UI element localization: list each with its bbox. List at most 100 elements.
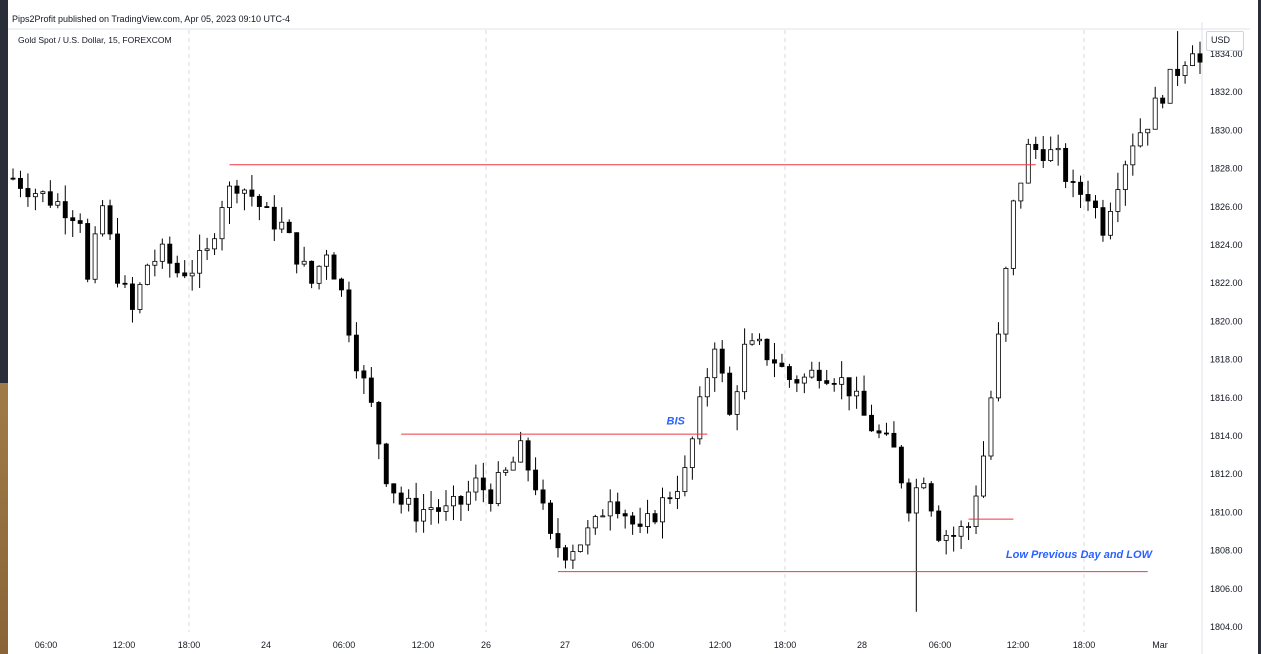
y-tick-label: 1828.00: [1210, 164, 1243, 174]
candle-body: [869, 414, 874, 432]
candle-body: [309, 260, 315, 284]
candle-body: [607, 501, 613, 517]
candle-body: [182, 272, 188, 277]
candle-body: [749, 340, 755, 345]
candle-body: [876, 430, 882, 434]
candle-body: [891, 432, 897, 448]
candle-body: [757, 338, 762, 342]
y-tick-label: 1818.00: [1210, 355, 1243, 365]
candle-body: [115, 233, 120, 284]
candle-body: [645, 513, 651, 527]
candle-body: [854, 390, 860, 397]
level-lines[interactable]: [229, 164, 1148, 573]
candle-body: [518, 440, 524, 463]
x-tick-label: 06:00: [632, 640, 655, 650]
candle-body: [1115, 189, 1121, 212]
candle-body: [159, 243, 165, 262]
candle-body: [1137, 132, 1143, 147]
candle-body: [413, 497, 419, 522]
candle-body: [592, 516, 598, 529]
candle-body: [55, 201, 61, 206]
y-tick-label: 1830.00: [1210, 125, 1243, 135]
candle-body: [764, 338, 770, 361]
candle-body: [62, 201, 68, 219]
candle-body: [660, 497, 665, 523]
candle-body: [824, 380, 830, 384]
candle-body: [1093, 200, 1098, 208]
candle-body: [40, 191, 46, 194]
candle-body: [719, 348, 725, 374]
candle-body: [1048, 149, 1054, 161]
candle-body: [1010, 200, 1016, 269]
candle-body: [1070, 181, 1076, 183]
candle-body: [1055, 147, 1061, 151]
currency-label[interactable]: USD: [1206, 31, 1244, 51]
candle-body: [1078, 181, 1084, 195]
x-tick-label: 06:00: [929, 640, 952, 650]
candle-body: [174, 262, 180, 274]
y-tick-label: 1814.00: [1210, 431, 1243, 441]
candle-body: [533, 469, 539, 491]
x-tick-label: 24: [261, 640, 271, 650]
candle-body: [1018, 182, 1024, 202]
candle-body: [674, 491, 680, 499]
chart-frame: [8, 0, 1261, 654]
candle-body: [615, 501, 621, 515]
candle-body: [704, 377, 710, 398]
candle-body: [488, 489, 494, 504]
x-tick-label: 26: [481, 640, 491, 650]
candle-body: [637, 523, 643, 527]
candle-body: [122, 282, 128, 285]
annotation-label: BIS: [667, 416, 686, 428]
candle-body: [92, 233, 98, 280]
candle-body: [167, 243, 173, 264]
candle-body: [331, 254, 337, 280]
candles: [10, 31, 1203, 612]
candle-body: [436, 507, 441, 512]
background-wood: [0, 383, 8, 654]
candle-body: [1063, 147, 1069, 182]
publish-info: Pips2Profit published on TradingView.com…: [12, 14, 290, 24]
candle-body: [1003, 268, 1009, 335]
y-tick-label: 1806.00: [1210, 584, 1243, 594]
candle-body: [921, 483, 927, 489]
candle-body: [346, 289, 352, 336]
candle-body: [555, 533, 561, 549]
candle-body: [1107, 211, 1113, 236]
candle-body: [951, 535, 957, 537]
candle-body: [1182, 65, 1188, 76]
candle-body: [339, 278, 344, 291]
symbol-title[interactable]: Gold Spot / U.S. Dollar, 15, FOREXCOM: [18, 35, 172, 45]
candle-body: [10, 177, 16, 180]
candle-body: [794, 379, 800, 384]
y-tick-label: 1824.00: [1210, 240, 1243, 250]
candle-body: [622, 513, 628, 517]
candle-body: [1033, 143, 1039, 150]
y-tick-label: 1812.00: [1210, 469, 1243, 479]
candle-body: [562, 547, 568, 561]
x-tick-label: Mar: [1152, 640, 1168, 650]
candle-body: [906, 482, 912, 514]
candle-body: [928, 483, 934, 512]
candle-body: [451, 495, 456, 507]
candle-body: [383, 443, 389, 485]
candle-body: [801, 376, 807, 384]
candle-body: [227, 185, 232, 208]
candle-body: [525, 440, 531, 471]
candle-body: [301, 260, 307, 265]
candle-body: [734, 391, 740, 415]
x-tick-label: 12:00: [1007, 640, 1030, 650]
candle-body: [294, 232, 300, 265]
candle-body: [47, 191, 53, 206]
candle-body: [1085, 194, 1091, 202]
candle-body: [234, 185, 240, 194]
candle-body: [189, 272, 195, 277]
x-tick-label: 12:00: [412, 640, 435, 650]
candle-body: [652, 513, 658, 523]
candle-body: [1160, 97, 1166, 104]
candle-body: [1100, 207, 1106, 236]
candle-body: [1040, 149, 1046, 161]
candle-body: [398, 492, 404, 505]
x-tick-label: 18:00: [1073, 640, 1096, 650]
